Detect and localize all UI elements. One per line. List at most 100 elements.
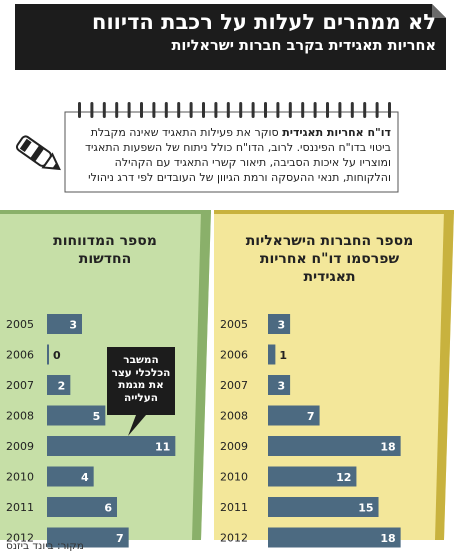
right-year-label: 2006 — [220, 349, 248, 362]
right-chart-title: מספר החברות הישראליות שפרסמו דו"ח אחריות… — [222, 232, 437, 286]
spiral-ring — [189, 102, 193, 118]
spiral-ring — [102, 102, 106, 118]
spiral-ring — [127, 102, 131, 118]
right-bar — [268, 375, 291, 395]
left-year-label: 2009 — [6, 440, 34, 453]
left-year-label: 2006 — [6, 349, 34, 362]
right-year-label: 2012 — [220, 532, 248, 545]
right-bar — [268, 314, 291, 334]
left-year-label: 2008 — [6, 410, 34, 423]
left-bar — [47, 405, 106, 426]
header-banner — [15, 4, 446, 70]
right-bar — [268, 527, 401, 548]
spiral-ring — [90, 102, 94, 118]
right-bar — [268, 436, 401, 456]
note-bold: דו"ח אחריות תאגידית — [282, 126, 391, 139]
spiral-ring — [78, 102, 81, 118]
spiral-ring — [388, 102, 391, 118]
crisis-annotation: המשבר הכלכלי עצר את מגמת העלייה — [107, 354, 175, 404]
spiral-ring — [288, 102, 292, 118]
spiral-ring — [177, 102, 181, 118]
right-value-label: 3 — [277, 380, 285, 393]
left-year-label: 2010 — [6, 471, 34, 484]
spiral-ring — [140, 102, 143, 118]
right-value-label: 7 — [307, 410, 315, 423]
right-year-label: 2009 — [220, 440, 248, 453]
note-body: סוקר את פעילות התאגיד שאינה מקבלת ביטוי … — [84, 126, 391, 184]
left-year-label: 2012 — [6, 532, 34, 545]
left-value-label: 5 — [93, 410, 101, 423]
right-year-label: 2007 — [220, 379, 248, 392]
left-bar — [47, 527, 129, 548]
right-panel-edge — [435, 210, 454, 540]
right-chart-title-line: תאגידית — [303, 269, 356, 285]
pen-icon — [15, 135, 61, 171]
right-bar — [268, 405, 320, 426]
right-value-label: 18 — [380, 441, 395, 454]
annotation-line: הכלכלי עצר — [111, 366, 171, 379]
spiral-ring — [338, 102, 342, 118]
right-bar — [268, 497, 379, 517]
right-panel-top — [214, 210, 454, 214]
spiral-binding-icon — [78, 102, 391, 118]
left-bar — [47, 497, 117, 517]
left-chart-title-line: מספר המדווחות — [53, 233, 157, 249]
spiral-ring — [313, 102, 317, 118]
left-value-label: 11 — [155, 441, 170, 454]
left-value-label: 4 — [81, 471, 89, 484]
right-value-label: 3 — [277, 319, 285, 332]
left-value-label: 3 — [69, 319, 77, 332]
left-value-label: 2 — [58, 380, 66, 393]
left-year-label: 2011 — [6, 501, 34, 514]
annotation-callout — [107, 347, 175, 436]
left-value-label: 0 — [53, 349, 61, 362]
note-text: דו"ח אחריות תאגידית סוקר את פעילות התאגי… — [73, 125, 391, 185]
spiral-ring — [226, 102, 230, 118]
spiral-ring — [301, 102, 305, 118]
left-chart-title-line: החדשות — [78, 251, 132, 267]
left-bar — [47, 375, 71, 395]
spiral-ring — [164, 102, 168, 118]
right-bar — [268, 466, 357, 487]
right-year-label: 2008 — [220, 410, 248, 423]
notepad-decor — [15, 102, 399, 193]
right-value-label: 1 — [279, 349, 287, 362]
right-year-label: 2005 — [220, 318, 248, 331]
spiral-ring — [276, 102, 280, 118]
headline: לא ממהרים לעלות על רכבת הדיווח — [92, 10, 436, 34]
source-note: מקור: ביונד ביזנס — [6, 540, 84, 552]
spiral-ring — [350, 102, 354, 118]
right-chart-title-line: מספר החברות הישראליות — [245, 233, 414, 249]
spiral-ring — [326, 102, 329, 118]
right-panel — [214, 210, 454, 540]
spiral-ring — [115, 102, 119, 118]
spiral-ring — [214, 102, 218, 118]
right-value-label: 15 — [358, 502, 373, 515]
right-year-label: 2010 — [220, 471, 248, 484]
right-value-label: 12 — [336, 471, 351, 484]
spiral-ring — [264, 102, 267, 118]
spiral-ring — [239, 102, 243, 118]
left-panel — [0, 210, 211, 540]
left-bar — [47, 314, 82, 334]
left-panel-edge — [192, 210, 211, 540]
right-year-label: 2011 — [220, 501, 248, 514]
left-bar — [47, 436, 176, 456]
right-value-label: 18 — [380, 532, 395, 545]
left-bar — [47, 344, 49, 365]
spiral-ring — [375, 102, 379, 118]
spiral-ring — [363, 102, 367, 118]
subheadline: אחריות תאגידית בקרב חברות ישראליות — [171, 38, 436, 54]
annotation-line: המשבר — [123, 354, 159, 366]
left-panel-top — [0, 210, 211, 214]
spiral-ring — [202, 102, 205, 118]
left-year-label: 2005 — [6, 318, 34, 331]
left-bar — [47, 466, 94, 487]
spiral-ring — [152, 102, 156, 118]
right-bar — [268, 344, 276, 365]
left-value-label: 6 — [104, 502, 112, 515]
annotation-line: את מגמת — [118, 379, 164, 391]
annotation-line: העלייה — [124, 391, 158, 404]
left-chart-title: מספר המדווחות החדשות — [20, 232, 190, 268]
